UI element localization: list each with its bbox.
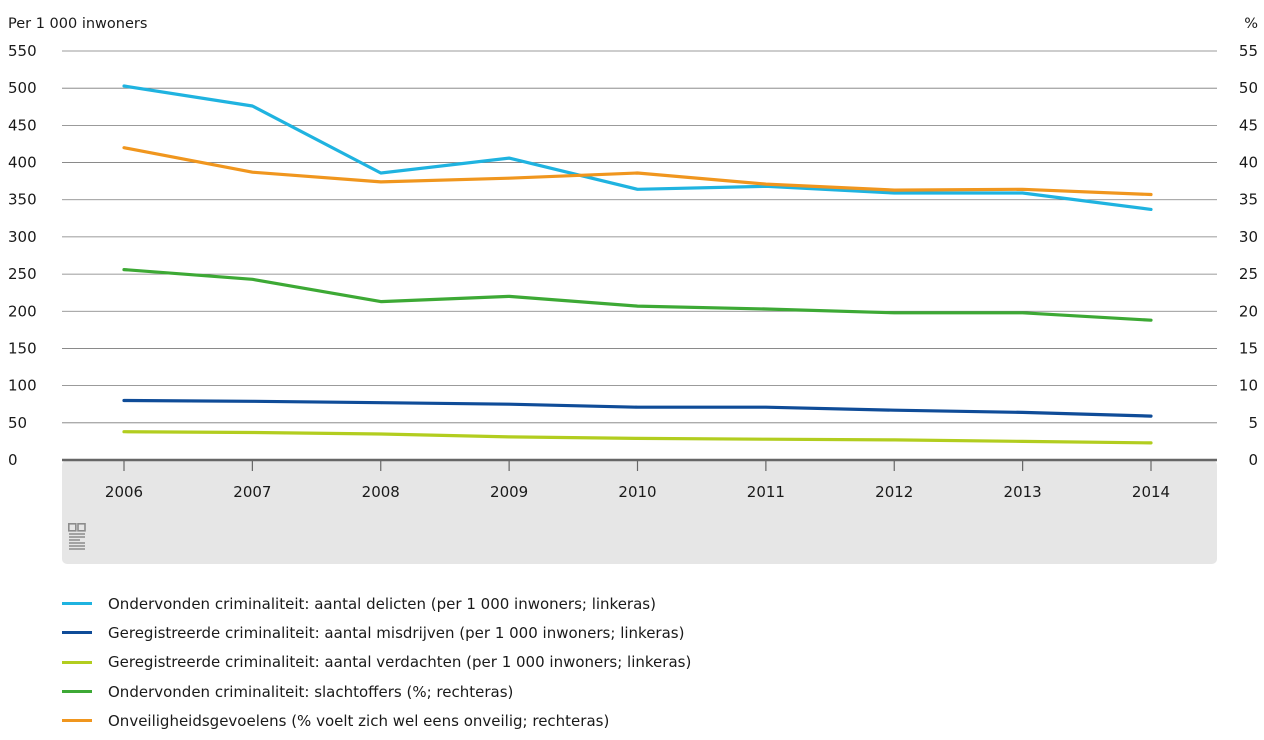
left-tick-label: 200 (8, 302, 37, 320)
gridlines (62, 50, 1217, 424)
legend-item: Geregistreerde criminaliteit: aantal mis… (62, 618, 691, 647)
series-line-3 (122, 430, 1153, 445)
right-tick-label: 30 (1239, 228, 1258, 246)
left-tick-label: 100 (8, 377, 37, 395)
series-line-4 (122, 268, 1153, 322)
left-axis-unit: Per 1 000 inwoners (8, 16, 147, 32)
left-tick-label: 300 (8, 228, 37, 246)
right-tick-label: 20 (1239, 302, 1258, 320)
legend-label: Ondervonden criminaliteit: slachtoffers … (108, 682, 514, 701)
right-tick-label: 0 (1248, 451, 1258, 469)
x-tick-label: 2012 (875, 483, 913, 501)
legend: Ondervonden criminaliteit: aantal delict… (62, 589, 691, 735)
right-tick-label: 40 (1239, 154, 1258, 172)
series-lines (122, 84, 1153, 445)
series-line-5 (122, 146, 1153, 197)
legend-label: Geregistreerde criminaliteit: aantal ver… (108, 653, 692, 672)
legend-swatch (62, 602, 92, 606)
series-line-2 (122, 398, 1153, 418)
left-tick-label: 550 (8, 42, 37, 60)
right-axis-unit: % (1244, 16, 1258, 32)
right-tick-label: 15 (1239, 339, 1258, 357)
right-tick-label: 10 (1239, 377, 1258, 395)
x-tick-label: 2014 (1132, 483, 1170, 501)
left-tick-label: 150 (8, 339, 37, 357)
x-tick-label: 2009 (490, 483, 528, 501)
x-tick-label: 2011 (747, 483, 785, 501)
left-tick-label: 400 (8, 154, 37, 172)
right-tick-label: 5 (1248, 414, 1258, 432)
left-tick-label: 50 (8, 414, 27, 432)
x-tick-label: 2007 (233, 483, 271, 501)
legend-swatch (62, 690, 92, 694)
legend-item: Ondervonden criminaliteit: slachtoffers … (62, 677, 691, 706)
legend-label: Geregistreerde criminaliteit: aantal mis… (108, 623, 685, 642)
right-tick-label: 35 (1239, 191, 1258, 209)
x-axis: 2006 2007 2008 2009 2010 2011 2012 2013 2014 (62, 458, 1217, 501)
y-axis-labels: 0 50 100 150 200 250 300 350 400 450 500 550 0 5 10 15 2… (8, 42, 1258, 469)
legend-item: Geregistreerde criminaliteit: aantal ver… (62, 648, 691, 677)
legend-label: Ondervonden criminaliteit: aantal delict… (108, 594, 656, 613)
right-tick-label: 45 (1239, 116, 1258, 134)
legend-swatch (62, 719, 92, 723)
legend-label: Onveiligheidsgevoelens (% voelt zich wel… (108, 711, 610, 730)
right-tick-label: 55 (1239, 42, 1258, 60)
left-tick-label: 0 (8, 451, 18, 469)
left-tick-label: 350 (8, 191, 37, 209)
left-tick-label: 500 (8, 79, 37, 97)
cbs-logo-icon (68, 523, 86, 550)
legend-swatch (62, 660, 92, 664)
x-tick-label: 2010 (618, 483, 656, 501)
right-tick-label: 50 (1239, 79, 1258, 97)
left-tick-label: 450 (8, 116, 37, 134)
right-tick-label: 25 (1239, 265, 1258, 283)
legend-swatch (62, 631, 92, 635)
x-tick-label: 2008 (362, 483, 400, 501)
x-tick-label: 2013 (1004, 483, 1042, 501)
x-tick-label: 2006 (105, 483, 143, 501)
x-axis-band (62, 460, 1217, 564)
left-tick-label: 250 (8, 265, 37, 283)
legend-item: Onveiligheidsgevoelens (% voelt zich wel… (62, 706, 691, 735)
legend-item: Ondervonden criminaliteit: aantal delict… (62, 589, 691, 618)
series-line-1 (122, 84, 1153, 211)
